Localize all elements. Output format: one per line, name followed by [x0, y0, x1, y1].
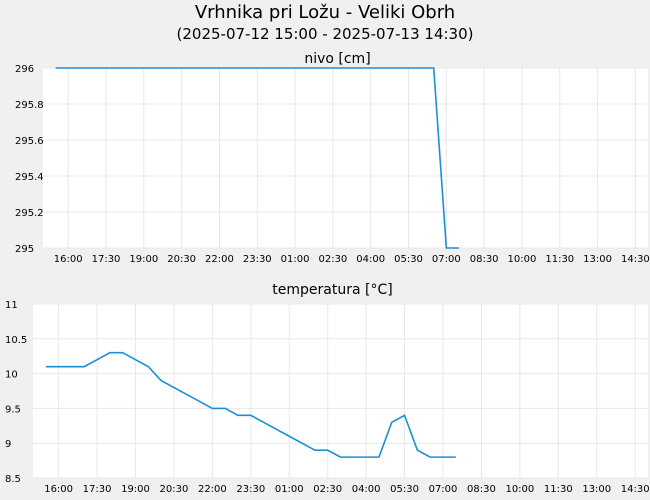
x-tick-label: 14:30: [621, 254, 650, 265]
x-tick-label: 19:00: [129, 254, 158, 265]
x-tick-label: 02:30: [318, 254, 347, 265]
x-tick-label: 20:30: [167, 254, 196, 265]
y-tick-label: 10.5: [5, 335, 27, 346]
x-tick-label: 04:00: [356, 254, 385, 265]
x-tick-label: 02:30: [313, 484, 342, 495]
x-tick-label: 04:00: [352, 484, 381, 495]
x-tick-label: 07:00: [432, 254, 461, 265]
x-tick-label: 16:00: [44, 484, 73, 495]
y-tick-label: 295.6: [15, 136, 44, 147]
panel-title-2: temperatura [°C]: [272, 282, 392, 298]
x-tick-label: 08:30: [467, 484, 496, 495]
y-tick-label: 295.8: [15, 100, 44, 111]
y-tick-label: 296: [15, 64, 34, 75]
plot-area-2: [33, 304, 648, 478]
x-tick-label: 22:00: [198, 484, 227, 495]
chart-subtitle: (2025-07-12 15:00 - 2025-07-13 14:30): [176, 25, 474, 43]
x-tick-label: 11:30: [544, 484, 573, 495]
x-tick-label: 01:00: [281, 254, 310, 265]
x-tick-label: 13:00: [583, 254, 612, 265]
x-tick-label: 22:00: [205, 254, 234, 265]
x-tick-label: 10:00: [505, 484, 534, 495]
plot-area-1: [43, 68, 648, 248]
x-tick-label: 17:30: [83, 484, 112, 495]
panel-title-1: nivo [cm]: [304, 51, 370, 67]
chart-title: Vrhnika pri Ložu - Veliki Obrh: [194, 2, 456, 23]
x-tick-label: 13:00: [582, 484, 611, 495]
x-tick-label: 17:30: [92, 254, 121, 265]
y-tick-label: 11: [5, 300, 18, 311]
y-tick-label: 295.4: [15, 172, 44, 183]
x-tick-label: 10:00: [508, 254, 537, 265]
x-tick-label: 11:30: [545, 254, 574, 265]
x-tick-label: 20:30: [160, 484, 189, 495]
x-tick-label: 23:30: [243, 254, 272, 265]
y-tick-label: 295.2: [15, 208, 44, 219]
series-line-1: [55, 67, 459, 249]
x-tick-label: 05:30: [390, 484, 419, 495]
x-tick-label: 05:30: [394, 254, 423, 265]
y-tick-label: 8.5: [5, 474, 21, 485]
series-line-2: [45, 351, 456, 458]
x-tick-label: 23:30: [236, 484, 265, 495]
y-tick-label: 9.5: [5, 404, 21, 415]
x-tick-label: 01:00: [275, 484, 304, 495]
y-tick-label: 9: [5, 439, 11, 450]
x-tick-label: 19:00: [121, 484, 150, 495]
x-tick-label: 07:00: [429, 484, 458, 495]
x-tick-label: 08:30: [470, 254, 499, 265]
y-tick-label: 10: [5, 370, 18, 381]
y-tick-label: 295: [15, 244, 34, 255]
x-tick-label: 16:00: [54, 254, 83, 265]
x-tick-label: 14:30: [621, 484, 650, 495]
